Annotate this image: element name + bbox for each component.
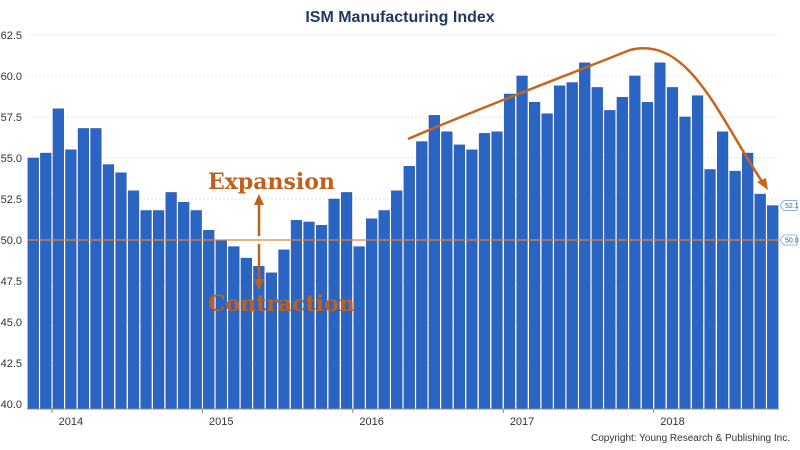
y-axis: 40.0 42.5 45.0 47.5 50.0 52.5 55.0 57.5 60.0 62.5 bbox=[1, 30, 22, 411]
y-tick-label: 52.5 bbox=[1, 194, 22, 206]
bar bbox=[491, 131, 503, 410]
bar bbox=[717, 131, 729, 410]
bar bbox=[52, 108, 64, 410]
bar bbox=[742, 152, 754, 410]
x-tick-label: 2018 bbox=[660, 416, 684, 428]
bar bbox=[566, 82, 578, 410]
bar bbox=[278, 249, 290, 410]
bar bbox=[604, 110, 616, 410]
y-tick-label: 55.0 bbox=[1, 153, 22, 165]
end-label-text: 50.0 bbox=[785, 238, 799, 245]
y-tick-label: 42.5 bbox=[1, 358, 22, 370]
expansion-arrow-head bbox=[254, 194, 264, 205]
chart-title: ISM Manufacturing Index bbox=[305, 9, 494, 26]
bar bbox=[27, 157, 39, 410]
bar bbox=[579, 62, 591, 410]
bar bbox=[704, 169, 716, 410]
end-labels: 52.1 50.0 bbox=[779, 200, 799, 246]
bar bbox=[478, 133, 491, 410]
x-tick-label: 2015 bbox=[209, 416, 233, 428]
bar bbox=[616, 97, 628, 410]
bar bbox=[666, 87, 679, 410]
bar bbox=[641, 101, 653, 410]
copyright-text: Copyright: Young Research & Publishing I… bbox=[591, 433, 790, 444]
bar bbox=[503, 93, 516, 410]
bar bbox=[767, 205, 779, 410]
y-tick-label: 50.0 bbox=[1, 235, 22, 247]
y-tick-label: 62.5 bbox=[1, 30, 22, 42]
bar bbox=[691, 95, 704, 410]
bar bbox=[240, 257, 252, 410]
bar bbox=[366, 218, 378, 410]
trend-arrow bbox=[407, 47, 767, 187]
contraction-label: Contraction bbox=[208, 291, 355, 317]
y-tick-label: 40.0 bbox=[1, 399, 22, 411]
bar bbox=[529, 101, 541, 410]
bar bbox=[353, 246, 365, 410]
bar bbox=[315, 225, 328, 410]
end-label-box bbox=[779, 200, 798, 211]
y-tick-label: 57.5 bbox=[1, 112, 22, 124]
x-tick-label: 2017 bbox=[510, 416, 534, 428]
bar bbox=[127, 190, 140, 410]
bar bbox=[40, 152, 52, 410]
bar bbox=[441, 131, 453, 410]
bar bbox=[654, 62, 666, 410]
bar bbox=[165, 192, 177, 410]
end-label-text: 52.1 bbox=[785, 203, 799, 210]
y-tick-label: 47.5 bbox=[1, 276, 22, 288]
bar bbox=[466, 149, 478, 410]
bar bbox=[591, 87, 603, 410]
bar bbox=[65, 149, 77, 410]
end-label: 50.0 bbox=[779, 234, 799, 246]
bar bbox=[391, 190, 403, 410]
x-axis: 201420152016201720182019 bbox=[51, 409, 685, 428]
grid-lines bbox=[27, 34, 779, 405]
bar bbox=[541, 113, 553, 410]
x-tick-label: 2016 bbox=[359, 416, 383, 428]
y-tick-label: 60.0 bbox=[1, 71, 22, 83]
bar bbox=[77, 128, 89, 410]
bar bbox=[102, 164, 115, 410]
bar bbox=[729, 170, 741, 410]
bar bbox=[679, 116, 691, 410]
bar bbox=[178, 202, 190, 410]
x-tick-label: 2014 bbox=[59, 416, 83, 428]
y-tick-label: 45.0 bbox=[1, 317, 22, 329]
bar bbox=[754, 193, 766, 410]
bar bbox=[215, 239, 227, 410]
contraction-arrow-head bbox=[254, 279, 264, 290]
bar-series bbox=[27, 62, 779, 410]
expansion-label: Expansion bbox=[208, 169, 335, 195]
bar bbox=[228, 246, 240, 410]
end-label-box bbox=[779, 234, 798, 246]
bar bbox=[203, 229, 215, 410]
bar bbox=[115, 172, 127, 410]
bar bbox=[90, 128, 102, 410]
bar bbox=[403, 165, 415, 410]
bar bbox=[453, 144, 465, 410]
bar bbox=[516, 75, 528, 410]
bar bbox=[416, 141, 428, 410]
end-label: 52.1 bbox=[779, 200, 799, 211]
bar bbox=[554, 85, 566, 410]
bar bbox=[428, 115, 440, 410]
trend-arrow-head bbox=[757, 178, 768, 190]
bar bbox=[629, 75, 641, 410]
